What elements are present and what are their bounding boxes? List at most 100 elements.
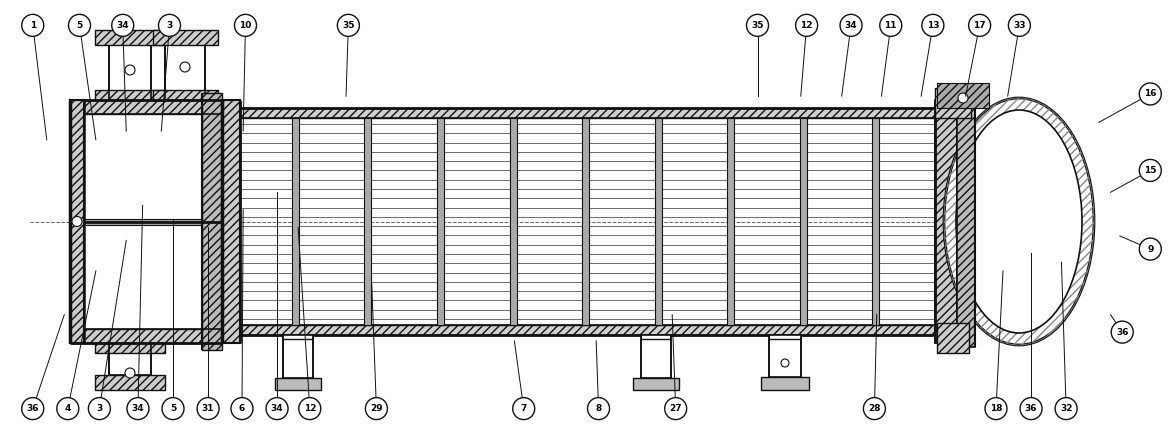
Circle shape <box>959 93 968 103</box>
Bar <box>109 45 151 100</box>
Circle shape <box>1009 14 1030 36</box>
Bar <box>364 118 371 325</box>
Text: 13: 13 <box>927 21 939 30</box>
Bar <box>761 377 809 390</box>
Text: 35: 35 <box>752 21 763 30</box>
Bar <box>655 118 662 325</box>
Circle shape <box>1112 321 1133 343</box>
Text: 27: 27 <box>670 404 682 413</box>
Text: 34: 34 <box>132 404 144 413</box>
Bar <box>70 100 84 343</box>
Bar <box>95 90 165 100</box>
Bar <box>109 343 151 375</box>
Text: 17: 17 <box>974 21 985 30</box>
Bar <box>153 90 217 100</box>
Text: 29: 29 <box>371 404 382 413</box>
Text: 8: 8 <box>595 404 602 413</box>
Text: 18: 18 <box>990 404 1002 413</box>
Circle shape <box>781 359 789 367</box>
Circle shape <box>1140 238 1161 260</box>
Circle shape <box>72 216 82 226</box>
Bar <box>582 118 589 325</box>
Circle shape <box>235 14 256 36</box>
Bar <box>641 335 671 378</box>
Text: 31: 31 <box>202 404 214 413</box>
Bar <box>800 118 807 325</box>
Circle shape <box>1021 398 1042 420</box>
Bar <box>727 118 734 325</box>
Bar <box>275 378 321 390</box>
Circle shape <box>796 14 817 36</box>
Bar <box>95 343 165 353</box>
Circle shape <box>747 14 768 36</box>
Circle shape <box>880 14 901 36</box>
Text: 4: 4 <box>64 404 71 413</box>
Circle shape <box>1056 398 1077 420</box>
Bar <box>70 100 222 114</box>
Text: 9: 9 <box>1147 245 1154 253</box>
Circle shape <box>162 398 184 420</box>
Bar <box>153 30 217 45</box>
Bar <box>84 218 222 225</box>
Circle shape <box>231 398 253 420</box>
Text: 33: 33 <box>1014 21 1025 30</box>
Ellipse shape <box>945 98 1094 345</box>
Circle shape <box>588 398 609 420</box>
Bar <box>202 93 222 350</box>
Text: 36: 36 <box>1025 404 1037 413</box>
Circle shape <box>180 62 191 72</box>
Text: 34: 34 <box>271 404 283 413</box>
Circle shape <box>125 65 134 75</box>
Text: 16: 16 <box>1144 90 1156 98</box>
Bar <box>632 378 679 390</box>
Text: 34: 34 <box>117 21 129 30</box>
Text: 32: 32 <box>1060 404 1072 413</box>
Circle shape <box>1140 83 1161 105</box>
Circle shape <box>198 398 219 420</box>
Bar <box>957 96 975 347</box>
Circle shape <box>89 398 110 420</box>
Bar <box>437 118 444 325</box>
Text: 5: 5 <box>170 404 177 413</box>
Bar <box>283 335 313 378</box>
Text: 10: 10 <box>240 21 251 30</box>
Bar <box>935 100 957 343</box>
Text: 1: 1 <box>29 21 36 30</box>
Circle shape <box>366 398 387 420</box>
Bar <box>938 83 989 108</box>
Circle shape <box>267 398 288 420</box>
Bar <box>935 88 971 118</box>
Text: 3: 3 <box>96 404 103 413</box>
Text: 35: 35 <box>343 21 354 30</box>
Circle shape <box>665 398 686 420</box>
Circle shape <box>513 398 534 420</box>
Bar <box>95 30 165 45</box>
Bar <box>165 45 205 100</box>
Text: 5: 5 <box>76 21 83 30</box>
Bar <box>70 329 222 343</box>
Circle shape <box>922 14 943 36</box>
Circle shape <box>338 14 359 36</box>
Text: 36: 36 <box>27 404 39 413</box>
Circle shape <box>864 398 885 420</box>
Bar <box>510 118 517 325</box>
Bar <box>292 118 299 325</box>
Text: 11: 11 <box>885 21 897 30</box>
Circle shape <box>985 398 1007 420</box>
Circle shape <box>125 368 134 378</box>
Text: 34: 34 <box>845 21 857 30</box>
Circle shape <box>841 14 862 36</box>
Bar <box>222 100 240 343</box>
Circle shape <box>22 14 43 36</box>
Text: 3: 3 <box>166 21 173 30</box>
Circle shape <box>22 398 43 420</box>
Bar <box>95 375 165 390</box>
Text: 36: 36 <box>1116 328 1128 336</box>
Circle shape <box>969 14 990 36</box>
Text: 7: 7 <box>520 404 527 413</box>
Text: 12: 12 <box>801 21 812 30</box>
Text: 12: 12 <box>304 404 316 413</box>
Text: 28: 28 <box>869 404 880 413</box>
Circle shape <box>1140 160 1161 181</box>
Text: 15: 15 <box>1144 166 1156 175</box>
